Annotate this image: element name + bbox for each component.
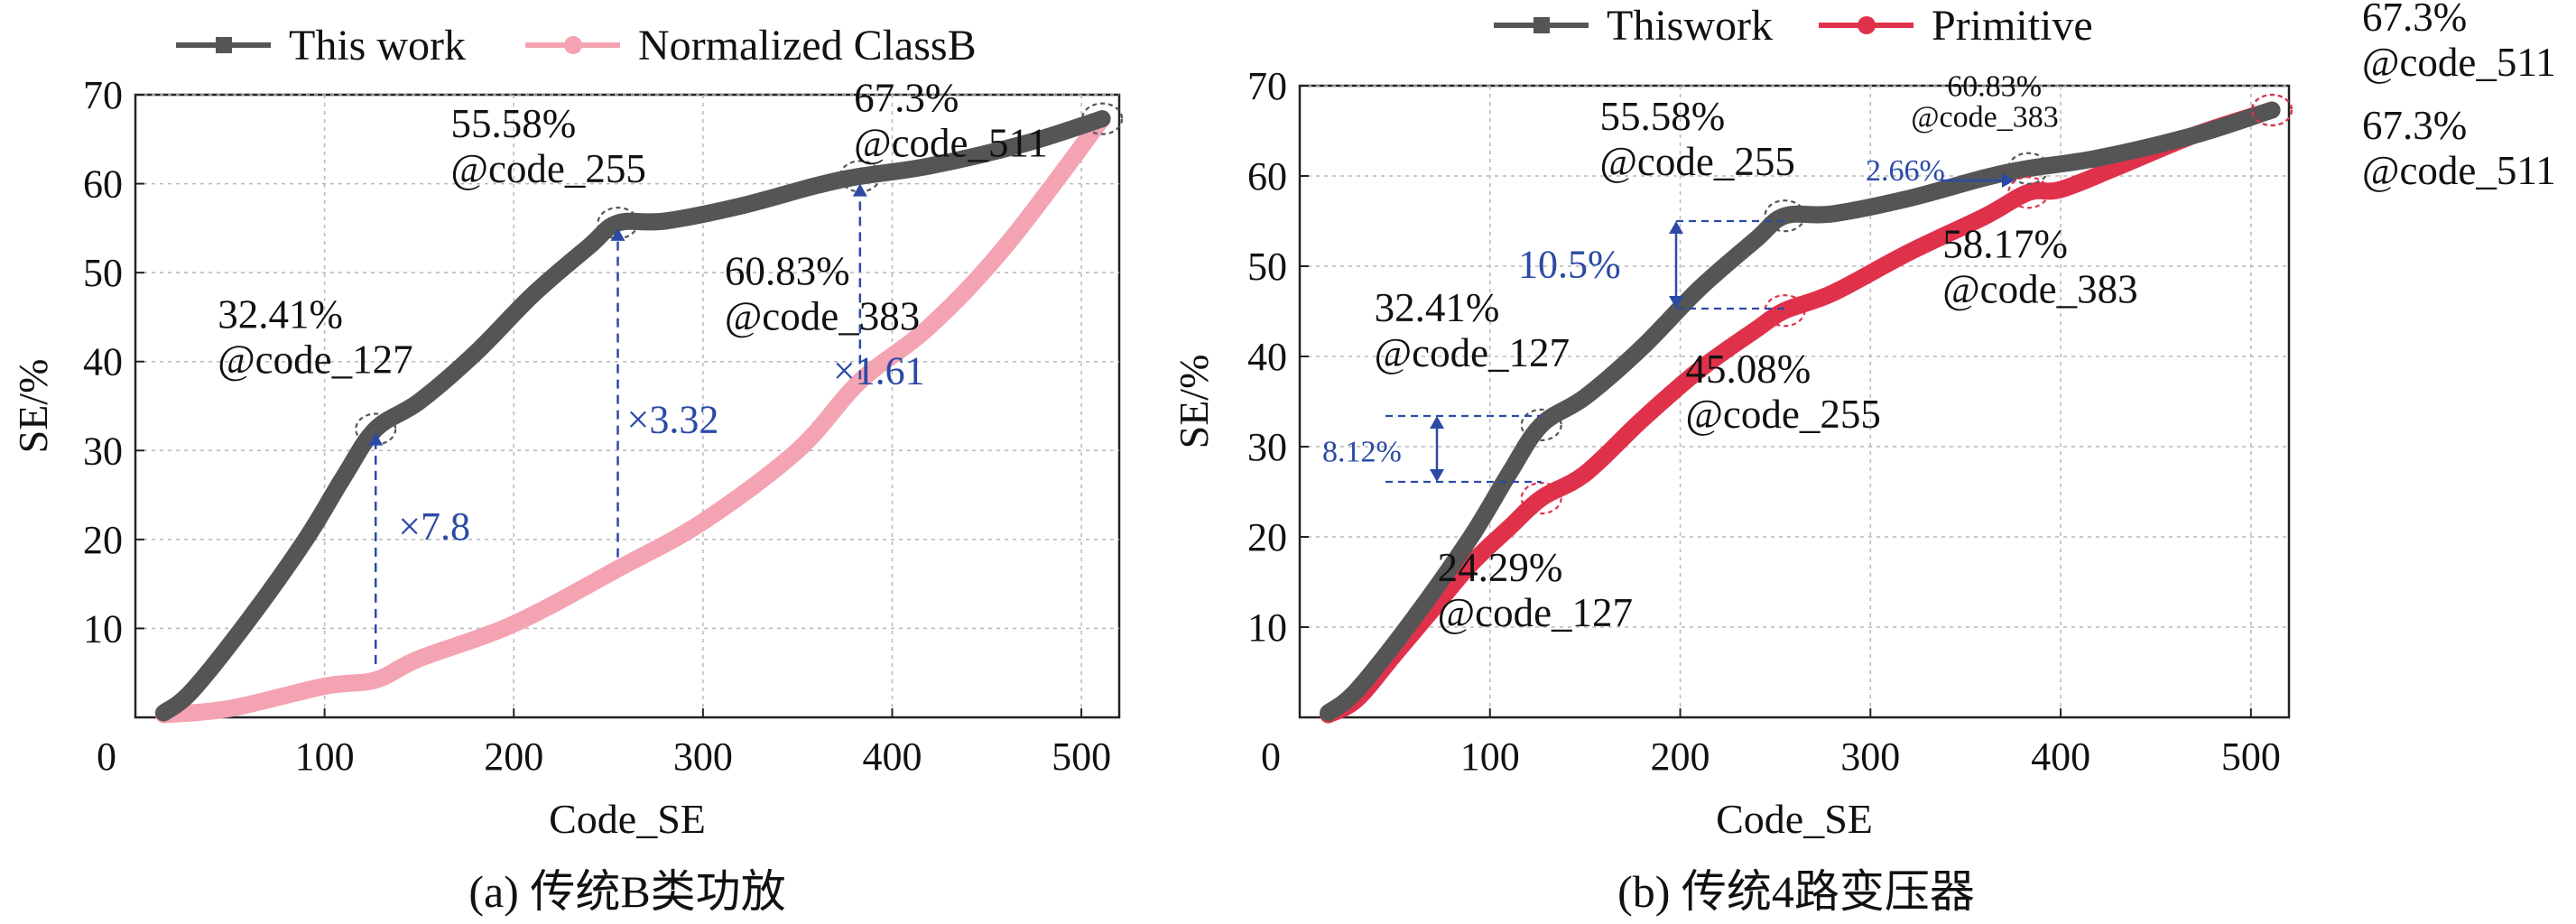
- annotation-value: 60.83%: [725, 248, 850, 293]
- legend-marker: [1858, 16, 1876, 34]
- x-tick-label: 300: [1840, 735, 1900, 779]
- x-axis-label: Code_SE: [1716, 796, 1873, 842]
- ratio-label: ×3.32: [627, 398, 719, 442]
- annotation-value: 67.3%: [2362, 0, 2467, 40]
- series-line-thiswork: [1320, 101, 2281, 722]
- x-tick-label: 400: [862, 735, 922, 779]
- ratio-arrow-head: [368, 432, 384, 446]
- y-tick-label: 60: [83, 162, 123, 207]
- annotation-ring: [1520, 408, 1562, 441]
- y-tick-label: 70: [1247, 64, 1287, 108]
- annotation-value: 45.08%: [1685, 346, 1811, 392]
- annotation-ring: [1081, 102, 1124, 135]
- panel-caption: (b) 传统4路变压器: [1617, 866, 1975, 917]
- legend-label: Primitive: [1932, 2, 2093, 50]
- y-tick-label: 10: [83, 606, 123, 651]
- annotation-ring: [2007, 152, 2050, 185]
- annotation-ring: [1764, 199, 1806, 233]
- annotation-value: 58.17%: [1942, 221, 2068, 266]
- panel-b: 10 20 30 40 50 60 70 0 100 200 300 400 500 Code_SE SE/…: [1171, 0, 2556, 917]
- annotation-value: 60.83%: [1947, 70, 2042, 104]
- legend-marker: [564, 36, 582, 54]
- annotation-code: @code_255: [1685, 392, 1880, 437]
- x-tick-label: 200: [1651, 735, 1710, 779]
- annotation-code: @code_511: [2362, 40, 2556, 85]
- annotation-code: @code_127: [1438, 590, 1633, 635]
- annotation-value: 55.58%: [1599, 94, 1725, 139]
- y-tick-label: 30: [83, 429, 123, 473]
- difference-label: 10.5%: [1518, 243, 1621, 287]
- annotation-value: 67.3%: [2362, 103, 2467, 148]
- annotation-code: @code_511: [854, 121, 1048, 166]
- annotation-value: 67.3%: [854, 76, 959, 121]
- annotation-value: 32.41%: [1375, 285, 1500, 330]
- x-tick-label: 500: [1052, 735, 1111, 779]
- x-tick-label: 100: [1460, 735, 1520, 779]
- annotation-code: @code_255: [1599, 139, 1794, 184]
- x-tick-label: 200: [484, 735, 543, 779]
- difference-arrow-head: [1430, 416, 1444, 429]
- y-axis-label: SE/%: [10, 359, 56, 454]
- difference-label: 8.12%: [1322, 436, 1402, 469]
- difference-arrow-head: [1669, 221, 1683, 234]
- panel-a: 10 20 30 40 50 60 70 0 100 200 300 400 500 Code_SE SE/…: [10, 22, 1124, 917]
- x-tick-label: 0: [1261, 735, 1281, 779]
- series-line-normalized-classb: [154, 110, 1111, 724]
- y-axis-label: SE/%: [1171, 355, 1217, 449]
- x-axis-label: Code_SE: [549, 796, 706, 842]
- x-tick-label: 100: [295, 735, 355, 779]
- plot-area: [134, 93, 1121, 719]
- legend-label: Thiswork: [1607, 2, 1773, 50]
- annotation-code: @code_383: [725, 293, 920, 338]
- y-tick-label: 70: [83, 73, 123, 117]
- difference-arrow-head: [1669, 296, 1683, 309]
- difference-label: 2.66%: [1866, 154, 1945, 188]
- y-tick-label: 10: [1247, 605, 1287, 650]
- annotation-code: @code_383: [1942, 266, 2137, 311]
- legend-label: Normalized ClassB: [638, 22, 977, 69]
- y-tick-label: 30: [1247, 425, 1287, 469]
- y-tick-label: 50: [1247, 245, 1287, 289]
- ratio-label: ×7.8: [398, 504, 470, 549]
- y-tick-label: 20: [1247, 515, 1287, 559]
- difference-arrow-head: [1430, 469, 1444, 482]
- ratio-arrow-head: [610, 227, 625, 241]
- plot-area: [1298, 84, 2291, 719]
- y-tick-label: 60: [1247, 154, 1287, 199]
- annotation-code: @code_127: [1375, 330, 1570, 375]
- annotation-ring: [2007, 176, 2050, 209]
- annotation-code: @code_511: [2362, 148, 2556, 193]
- y-tick-label: 40: [83, 340, 123, 384]
- legend-marker: [216, 37, 232, 53]
- series-line-primitive: [1320, 101, 2281, 724]
- y-tick-label: 20: [83, 518, 123, 562]
- difference-arrow-head: [2002, 173, 2015, 188]
- legend-marker: [1534, 17, 1550, 33]
- legend-label: This work: [289, 22, 466, 69]
- annotation-ring: [2250, 93, 2293, 127]
- annotation-value: 55.58%: [451, 101, 577, 146]
- x-tick-label: 0: [97, 735, 116, 779]
- x-tick-label: 400: [2031, 735, 2090, 779]
- ratio-arrow-head: [852, 183, 867, 197]
- annotation-value: 32.41%: [218, 292, 343, 337]
- ratio-label: ×1.61: [833, 348, 925, 393]
- annotation-code: @code_127: [218, 337, 412, 383]
- annotation-value: 24.29%: [1438, 545, 1563, 590]
- y-tick-label: 40: [1247, 335, 1287, 379]
- x-tick-label: 300: [673, 735, 733, 779]
- annotation-code: @code_383: [1911, 101, 2059, 134]
- series-line-this-work: [154, 110, 1111, 722]
- x-tick-label: 500: [2221, 735, 2281, 779]
- annotation-ring: [1764, 294, 1806, 328]
- panel-caption: (a) 传统B类功放: [468, 866, 785, 917]
- annotation-code: @code_255: [451, 146, 646, 191]
- y-tick-label: 50: [83, 251, 123, 295]
